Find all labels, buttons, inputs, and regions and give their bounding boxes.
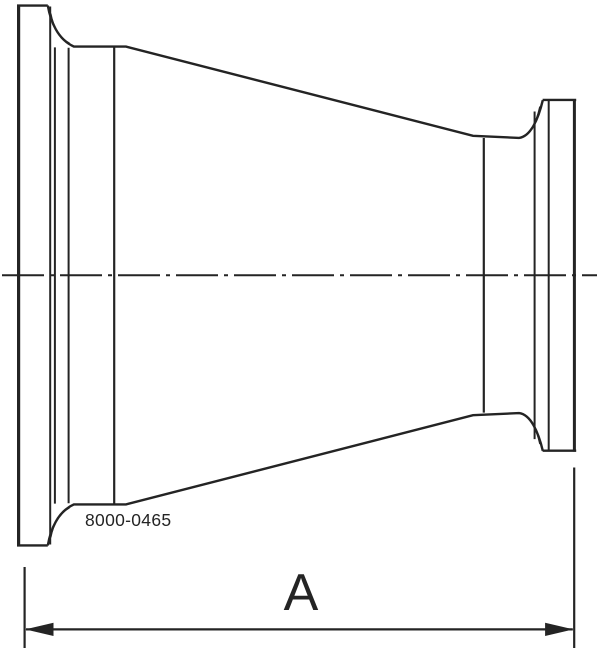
right-arrowhead-icon <box>545 622 574 636</box>
left-tri-clamp-ferrule <box>17 4 116 547</box>
dimension-a <box>23 467 576 648</box>
left-inner-radius-top-curve <box>49 13 70 45</box>
dimension-a-label: A <box>283 564 319 622</box>
left-inner-radius-bottom-curve <box>49 506 70 538</box>
right-inner-radius-top-curve <box>523 106 541 137</box>
right-inner-radius-bottom-curve <box>523 413 541 445</box>
right-tri-clamp-ferrule <box>482 98 577 452</box>
left-arrowhead-icon <box>25 622 54 636</box>
top-profile-line <box>46 5 544 140</box>
part-number-label: 8000-0465 <box>85 510 172 530</box>
